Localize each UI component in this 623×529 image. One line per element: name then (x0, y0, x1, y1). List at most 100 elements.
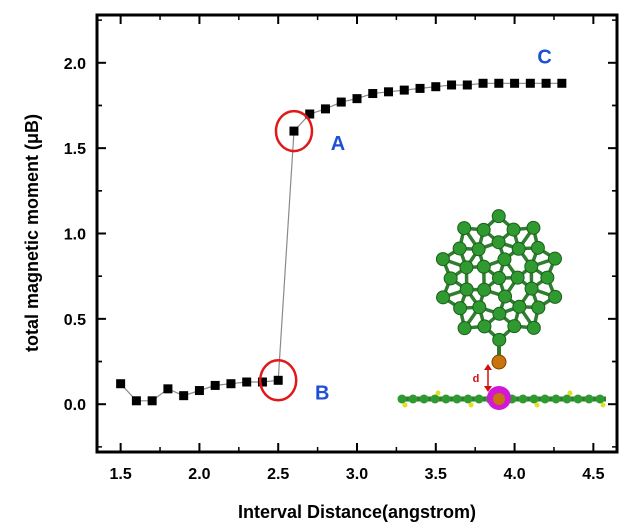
sheet-h-atom (534, 402, 540, 408)
annotations-layer: A B C (258, 46, 552, 404)
data-point (352, 94, 362, 104)
x-tick-label: 4.5 (582, 466, 604, 483)
cage-atom (497, 252, 512, 267)
cage-atom (511, 241, 526, 256)
cage-atom (524, 281, 539, 296)
highlight-circle-a (274, 109, 314, 153)
sheet-atom (518, 394, 528, 404)
cage-atom (548, 289, 563, 304)
y-axis-label: total magnetic moment (μB) (22, 114, 42, 352)
plot-frame (95, 13, 619, 454)
data-point (336, 97, 346, 107)
x-tick-label: 3.5 (425, 466, 447, 483)
sheet-atom (595, 394, 605, 404)
cage-atom (477, 319, 492, 334)
data-point (179, 391, 189, 401)
cage-atom (477, 282, 492, 297)
inset-arrow-head-down (484, 386, 492, 392)
sheet-atom (551, 394, 561, 404)
x-tick-label: 1.5 (110, 466, 132, 483)
cage-atom (453, 301, 468, 316)
data-point (305, 109, 315, 119)
data-point (131, 396, 141, 406)
data-point (242, 377, 252, 387)
cage-atom (510, 270, 525, 285)
cage-atom (526, 220, 541, 235)
data-point (163, 384, 173, 394)
annotation-b: B (315, 382, 329, 404)
sheet-atom (441, 394, 451, 404)
inset-distance-label: d (473, 373, 480, 385)
data-point (541, 78, 551, 88)
data-point (210, 380, 220, 390)
fullerene-cage (435, 209, 563, 347)
data-point (510, 78, 520, 88)
data-point (415, 83, 425, 93)
data-point (525, 78, 535, 88)
data-point (273, 375, 283, 385)
cage-atom (476, 259, 491, 274)
y-tick-label: 2.0 (64, 56, 86, 73)
data-point (557, 78, 567, 88)
cage-atom (531, 300, 546, 315)
sheet-atom (397, 394, 407, 404)
cage-atom (492, 306, 507, 321)
x-axis-label: Interval Distance(angstrom) (238, 502, 476, 522)
cage-atom (476, 222, 491, 237)
cage-atom (524, 259, 539, 274)
annotation-a: A (331, 133, 345, 155)
cage-atom (457, 321, 472, 336)
data-point (399, 85, 409, 95)
data-point (257, 377, 267, 387)
x-tick-label: 4.0 (503, 466, 525, 483)
data-point (368, 89, 378, 99)
sheet-atom (463, 394, 473, 404)
data-point (431, 82, 441, 92)
x-tick-label: 2.5 (267, 466, 289, 483)
cage-atom (492, 332, 507, 347)
sheet-atom (419, 394, 429, 404)
sheet-atom (474, 394, 484, 404)
sheet-h-atom (402, 402, 408, 408)
annotation-c: C (537, 46, 551, 68)
data-point (289, 126, 299, 136)
x-tick-label: 3.0 (346, 466, 368, 483)
y-tick-label: 1.0 (64, 227, 86, 244)
y-tick-label: 1.5 (64, 141, 86, 158)
sheet-atom (540, 394, 550, 404)
data-point (320, 104, 330, 114)
cage-atom (436, 290, 451, 305)
data-point (447, 80, 457, 90)
cage-atom (459, 282, 474, 297)
inset-arrow-head-up (484, 364, 492, 370)
inset-molecule-image: d (397, 209, 606, 410)
cage-atom (507, 319, 522, 334)
data-point (494, 78, 504, 88)
data-point (147, 396, 157, 406)
cage-atom (492, 271, 506, 285)
y-tick-label: 0.0 (64, 397, 86, 414)
sheet-atom (584, 394, 594, 404)
sheet-h-atom (567, 390, 573, 396)
cage-atom (491, 209, 506, 224)
cage-atom (471, 242, 486, 257)
inset-bottom-atom (493, 393, 505, 405)
sheet-h-atom (468, 402, 474, 408)
sheet-atom (430, 394, 440, 404)
sheet-h-atom (600, 402, 606, 408)
cage-atom (540, 270, 555, 285)
cage-atom (512, 299, 527, 314)
cage-atom (506, 222, 521, 237)
cage-atom (530, 240, 545, 255)
cage-atom (459, 260, 474, 275)
cage-atom (452, 241, 467, 256)
sheet-atom (452, 394, 462, 404)
data-point (116, 379, 126, 389)
data-point (384, 87, 394, 97)
highlight-circle-b (258, 359, 298, 402)
sheet-h-atom (435, 390, 441, 396)
cage-atom (472, 300, 487, 315)
y-tick-label: 0.5 (64, 312, 86, 329)
x-ticks: 1.5 2.0 2.5 3.0 3.5 4.0 4.5 (110, 15, 605, 483)
